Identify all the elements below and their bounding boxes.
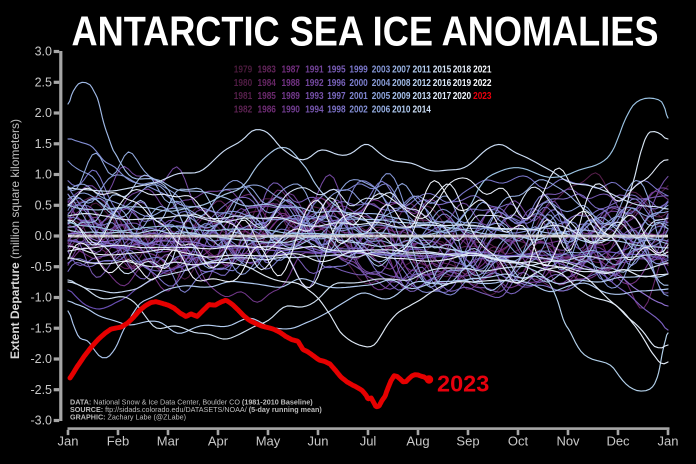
svg-text:2003: 2003 (372, 65, 391, 76)
svg-text:1986: 1986 (258, 104, 277, 115)
svg-text:2015: 2015 (433, 65, 452, 76)
svg-text:-0.5: -0.5 (30, 260, 52, 274)
svg-text:2005: 2005 (372, 91, 391, 102)
svg-text:2023: 2023 (473, 91, 492, 102)
svg-text:2022: 2022 (473, 78, 492, 89)
svg-text:1989: 1989 (282, 91, 301, 102)
svg-text:1996: 1996 (327, 78, 346, 89)
svg-text:1992: 1992 (305, 78, 324, 89)
svg-text:2.5: 2.5 (35, 76, 52, 90)
svg-text:1997: 1997 (327, 91, 346, 102)
svg-text:ANTARCTIC SEA ICE ANOMALIES: ANTARCTIC SEA ICE ANOMALIES (72, 8, 659, 55)
svg-text:Oct: Oct (508, 434, 529, 449)
svg-text:2016: 2016 (433, 78, 452, 89)
svg-text:0.0: 0.0 (35, 229, 52, 243)
svg-text:2018: 2018 (453, 65, 472, 76)
svg-text:1991: 1991 (305, 65, 324, 76)
svg-text:2009: 2009 (392, 91, 411, 102)
svg-text:Apr: Apr (208, 434, 229, 449)
svg-text:1988: 1988 (282, 78, 301, 89)
svg-text:2006: 2006 (372, 104, 391, 115)
svg-text:2020: 2020 (453, 91, 472, 102)
svg-text:Jan: Jan (658, 434, 679, 449)
svg-text:Feb: Feb (107, 434, 129, 449)
svg-text:Sep: Sep (456, 434, 479, 449)
svg-text:1990: 1990 (282, 104, 301, 115)
svg-text:1980: 1980 (234, 78, 253, 89)
svg-text:SOURCE: ftp://sidads.colorado.: SOURCE: ftp://sidads.colorado.edu/DATASE… (70, 405, 322, 414)
svg-text:2017: 2017 (433, 91, 452, 102)
svg-text:1998: 1998 (327, 104, 346, 115)
svg-text:Jul: Jul (360, 434, 377, 449)
svg-text:0.5: 0.5 (35, 198, 52, 212)
svg-text:-1.0: -1.0 (30, 291, 52, 305)
svg-text:Aug: Aug (406, 434, 429, 449)
svg-text:2007: 2007 (392, 65, 411, 76)
svg-text:2001: 2001 (349, 91, 368, 102)
svg-text:3.0: 3.0 (35, 45, 52, 59)
svg-text:1985: 1985 (258, 91, 277, 102)
svg-text:2021: 2021 (473, 65, 492, 76)
svg-text:2012: 2012 (413, 78, 432, 89)
svg-text:2000: 2000 (349, 78, 368, 89)
svg-text:May: May (256, 434, 281, 449)
svg-text:Mar: Mar (157, 434, 180, 449)
svg-text:1979: 1979 (234, 65, 253, 76)
svg-text:2.0: 2.0 (35, 106, 52, 120)
svg-text:2023: 2023 (437, 371, 489, 397)
svg-text:2010: 2010 (392, 104, 411, 115)
svg-text:Extent Departure (million squa: Extent Departure (million square kilomet… (8, 119, 22, 359)
svg-text:Jan: Jan (58, 434, 79, 449)
svg-text:-3.0: -3.0 (30, 414, 52, 428)
svg-text:2004: 2004 (372, 78, 391, 89)
svg-text:1982: 1982 (234, 104, 253, 115)
svg-text:1995: 1995 (327, 65, 346, 76)
svg-text:Dec: Dec (606, 434, 630, 449)
svg-text:1999: 1999 (349, 65, 368, 76)
svg-text:2013: 2013 (413, 91, 432, 102)
svg-text:Jun: Jun (308, 434, 329, 449)
svg-text:-2.0: -2.0 (30, 352, 52, 366)
svg-text:1981: 1981 (234, 91, 253, 102)
svg-text:2002: 2002 (349, 104, 368, 115)
svg-text:1.0: 1.0 (35, 168, 52, 182)
svg-text:GRAPHIC: Zachary Labe (@ZLabe): GRAPHIC: Zachary Labe (@ZLabe) (70, 413, 186, 422)
svg-text:-2.5: -2.5 (30, 383, 52, 397)
svg-text:1994: 1994 (305, 104, 324, 115)
svg-text:DATA: National Snow & Ice Data: DATA: National Snow & Ice Data Center, B… (70, 398, 313, 407)
svg-text:1987: 1987 (282, 65, 301, 76)
svg-text:1983: 1983 (258, 65, 277, 76)
svg-text:1993: 1993 (305, 91, 324, 102)
svg-text:2008: 2008 (392, 78, 411, 89)
svg-text:1984: 1984 (258, 78, 277, 89)
svg-text:1.5: 1.5 (35, 137, 52, 151)
svg-text:Nov: Nov (556, 434, 580, 449)
svg-text:2019: 2019 (453, 78, 472, 89)
svg-text:2014: 2014 (413, 104, 432, 115)
svg-text:-1.5: -1.5 (30, 321, 52, 335)
svg-text:2011: 2011 (413, 65, 432, 76)
